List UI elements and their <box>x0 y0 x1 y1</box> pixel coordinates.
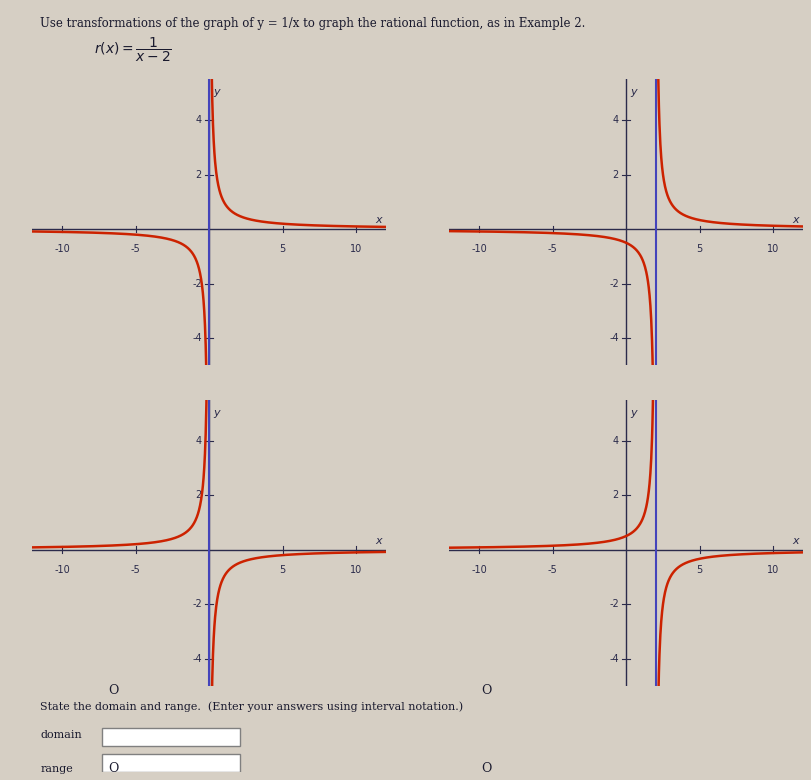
Text: 10: 10 <box>350 244 363 254</box>
Text: $r(x) = \dfrac{1}{x-2}$: $r(x) = \dfrac{1}{x-2}$ <box>94 36 172 64</box>
Text: 10: 10 <box>767 244 779 254</box>
Text: -2: -2 <box>192 599 202 609</box>
Text: domain: domain <box>41 730 82 740</box>
Text: -10: -10 <box>471 244 487 254</box>
FancyBboxPatch shape <box>102 753 241 772</box>
Text: 10: 10 <box>350 565 363 575</box>
Text: 4: 4 <box>195 436 202 445</box>
Text: 5: 5 <box>280 244 286 254</box>
Text: -10: -10 <box>471 565 487 575</box>
Text: y: y <box>213 408 221 418</box>
Text: y: y <box>631 87 637 98</box>
Text: 5: 5 <box>697 244 703 254</box>
Text: x: x <box>792 536 799 545</box>
Text: 4: 4 <box>612 115 619 125</box>
Text: -4: -4 <box>192 333 202 343</box>
Text: -2: -2 <box>609 278 619 289</box>
Text: -10: -10 <box>54 565 70 575</box>
Text: 2: 2 <box>195 490 202 500</box>
Text: y: y <box>213 87 221 98</box>
Text: 5: 5 <box>697 565 703 575</box>
Text: O: O <box>482 762 491 775</box>
Text: 4: 4 <box>195 115 202 125</box>
Text: y: y <box>631 408 637 418</box>
Text: O: O <box>109 684 118 697</box>
Text: 2: 2 <box>612 490 619 500</box>
Text: -5: -5 <box>131 244 140 254</box>
Text: O: O <box>109 762 118 775</box>
Text: -4: -4 <box>609 333 619 343</box>
Text: -5: -5 <box>131 565 140 575</box>
Text: 2: 2 <box>195 170 202 179</box>
Text: -2: -2 <box>609 599 619 609</box>
Text: -10: -10 <box>54 244 70 254</box>
Text: 5: 5 <box>280 565 286 575</box>
Text: 4: 4 <box>612 436 619 445</box>
Text: x: x <box>792 215 799 225</box>
Text: -4: -4 <box>609 654 619 664</box>
Text: 10: 10 <box>767 565 779 575</box>
Text: -2: -2 <box>192 278 202 289</box>
Text: x: x <box>375 536 382 545</box>
Text: O: O <box>482 684 491 697</box>
Text: State the domain and range.  (Enter your answers using interval notation.): State the domain and range. (Enter your … <box>41 702 463 712</box>
Text: range: range <box>41 764 73 774</box>
Text: -5: -5 <box>547 565 557 575</box>
Text: -4: -4 <box>192 654 202 664</box>
Text: x: x <box>375 215 382 225</box>
FancyBboxPatch shape <box>102 728 241 746</box>
Text: -5: -5 <box>547 244 557 254</box>
Text: Use transformations of the graph of y = 1/x to graph the rational function, as i: Use transformations of the graph of y = … <box>41 16 586 30</box>
Text: 2: 2 <box>612 170 619 179</box>
